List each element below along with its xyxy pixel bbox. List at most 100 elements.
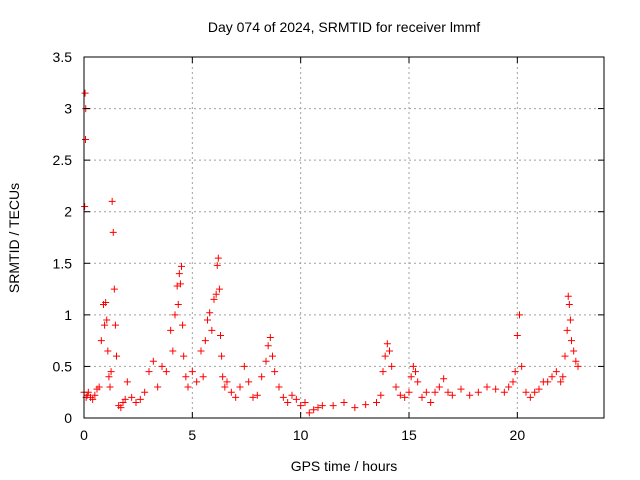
- data-point: [103, 316, 111, 324]
- data-point: [82, 136, 90, 144]
- data-point: [557, 378, 565, 386]
- data-point: [188, 368, 196, 376]
- y-tick-label: 3: [64, 101, 72, 117]
- data-point: [232, 393, 240, 401]
- data-point: [123, 378, 131, 386]
- data-point: [310, 406, 318, 414]
- data-point: [513, 331, 521, 339]
- data-point: [448, 391, 456, 399]
- data-point: [176, 280, 184, 288]
- data-point: [210, 295, 218, 303]
- data-point: [392, 383, 400, 391]
- data-point: [474, 388, 482, 396]
- data-point: [217, 331, 224, 339]
- data-point: [340, 399, 348, 407]
- data-point: [535, 385, 543, 393]
- data-point: [444, 388, 452, 396]
- data-point: [418, 393, 426, 401]
- data-point: [526, 393, 534, 401]
- data-point: [206, 309, 214, 317]
- data-point: [466, 391, 474, 399]
- data-point: [516, 311, 523, 319]
- data-point: [108, 197, 116, 205]
- data-point: [505, 383, 513, 391]
- data-point: [197, 347, 205, 355]
- data-point: [223, 378, 231, 386]
- axis-ticks: 0 0.5 1 1.5 2 2.5 3 3.5 0 5 10 15 20: [53, 49, 604, 443]
- data-point: [570, 347, 578, 355]
- data-point: [379, 368, 387, 376]
- data-point: [193, 378, 201, 386]
- data-point: [552, 368, 560, 376]
- y-tick-label: 1.5: [53, 255, 73, 271]
- data-point: [212, 290, 220, 298]
- data-point: [91, 391, 99, 399]
- data-point: [184, 383, 192, 391]
- data-point: [175, 270, 183, 278]
- data-point: [412, 368, 419, 376]
- data-point: [381, 352, 389, 360]
- data-point: [279, 393, 287, 401]
- data-point: [117, 404, 125, 412]
- data-point: [414, 378, 422, 386]
- data-point: [314, 404, 322, 412]
- data-point: [95, 383, 103, 391]
- data-point: [318, 402, 326, 410]
- y-tick-label: 3.5: [53, 49, 73, 65]
- data-point: [427, 399, 435, 407]
- x-tick-label: 5: [188, 427, 196, 443]
- data-point: [107, 368, 115, 376]
- data-point: [574, 362, 582, 370]
- data-point: [89, 395, 97, 403]
- data-point: [113, 352, 120, 360]
- data-point: [383, 340, 391, 348]
- data-point: [561, 352, 569, 360]
- data-point: [208, 326, 216, 334]
- data-point: [84, 388, 92, 396]
- data-point: [104, 347, 112, 355]
- data-point: [269, 352, 276, 360]
- data-point: [110, 285, 118, 293]
- data-point: [435, 383, 443, 391]
- data-point: [301, 399, 309, 407]
- data-point: [544, 378, 552, 386]
- data-point: [271, 368, 279, 376]
- data-point: [396, 391, 404, 399]
- data-point: [111, 321, 119, 329]
- plot-frame: [83, 56, 605, 419]
- data-point: [559, 373, 567, 381]
- data-point: [141, 388, 149, 396]
- data-point: [262, 357, 270, 365]
- data-point: [128, 393, 136, 401]
- data-point: [407, 373, 415, 381]
- data-point: [121, 395, 129, 403]
- data-point: [373, 399, 380, 407]
- data-point: [180, 352, 188, 360]
- chart-title: Day 074 of 2024, SRMTID for receiver lmm…: [208, 19, 480, 35]
- data-point: [500, 388, 508, 396]
- data-point: [483, 383, 491, 391]
- data-point: [284, 399, 292, 407]
- data-point: [377, 391, 385, 399]
- data-point: [158, 362, 166, 370]
- data-point: [109, 228, 117, 236]
- data-point: [305, 409, 313, 417]
- data-point: [215, 285, 223, 293]
- data-point: [565, 301, 573, 309]
- data-point: [102, 298, 110, 306]
- x-tick-label: 0: [80, 427, 88, 443]
- x-tick-label: 15: [401, 427, 417, 443]
- data-point: [266, 334, 274, 342]
- data-point: [213, 261, 221, 269]
- data-point: [105, 373, 113, 381]
- y-tick-label: 2: [64, 204, 72, 220]
- x-tick-label: 20: [510, 427, 526, 443]
- data-point: [548, 373, 556, 381]
- data-point: [568, 337, 575, 345]
- data-point: [136, 395, 144, 403]
- data-point: [563, 326, 571, 334]
- data-point: [179, 321, 187, 329]
- data-point: [240, 362, 248, 370]
- data-point: [388, 362, 396, 370]
- data-point: [132, 399, 140, 407]
